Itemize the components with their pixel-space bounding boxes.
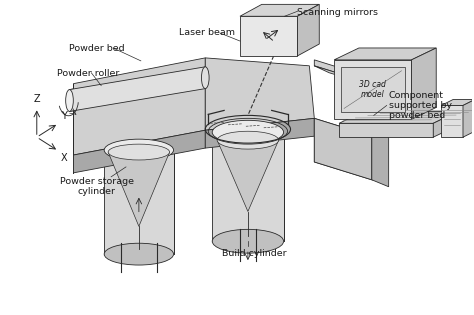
Text: X: X [61, 153, 67, 163]
Text: Z: Z [34, 94, 40, 105]
Ellipse shape [66, 89, 73, 112]
Text: 3D cad
model: 3D cad model [359, 80, 386, 99]
Polygon shape [334, 48, 436, 60]
Polygon shape [314, 66, 389, 91]
Polygon shape [441, 106, 463, 137]
Ellipse shape [212, 120, 283, 144]
Text: Powder storage
cylinder: Powder storage cylinder [60, 177, 134, 196]
Ellipse shape [201, 67, 209, 89]
Polygon shape [240, 16, 298, 56]
Polygon shape [314, 66, 372, 84]
Polygon shape [298, 4, 319, 56]
Polygon shape [70, 67, 205, 112]
Polygon shape [334, 60, 411, 119]
Text: Y: Y [61, 111, 66, 121]
Ellipse shape [104, 139, 173, 161]
Text: Component
supported by
powder bed: Component supported by powder bed [389, 91, 452, 120]
Polygon shape [433, 112, 458, 137]
Text: Powder roller: Powder roller [56, 69, 119, 78]
Polygon shape [314, 60, 372, 84]
Polygon shape [341, 67, 404, 112]
Polygon shape [411, 48, 436, 119]
Ellipse shape [108, 144, 170, 160]
Text: Powder bed: Powder bed [70, 44, 125, 53]
Polygon shape [463, 100, 474, 137]
Ellipse shape [212, 229, 283, 253]
Polygon shape [205, 58, 314, 130]
Polygon shape [108, 152, 170, 226]
Polygon shape [314, 118, 372, 180]
Polygon shape [339, 112, 458, 123]
Polygon shape [314, 118, 372, 180]
Polygon shape [217, 140, 279, 211]
Polygon shape [240, 4, 319, 16]
Polygon shape [212, 132, 283, 241]
Polygon shape [372, 84, 389, 187]
Polygon shape [339, 123, 433, 137]
Polygon shape [205, 118, 314, 148]
Text: Scanning mirrors: Scanning mirrors [298, 8, 378, 17]
Polygon shape [73, 58, 205, 155]
Polygon shape [441, 100, 474, 106]
Polygon shape [73, 130, 205, 173]
Ellipse shape [104, 243, 173, 265]
Ellipse shape [217, 131, 279, 149]
Text: Build cylinder: Build cylinder [222, 249, 287, 258]
Text: Laser beam: Laser beam [179, 28, 235, 37]
Polygon shape [104, 150, 173, 254]
